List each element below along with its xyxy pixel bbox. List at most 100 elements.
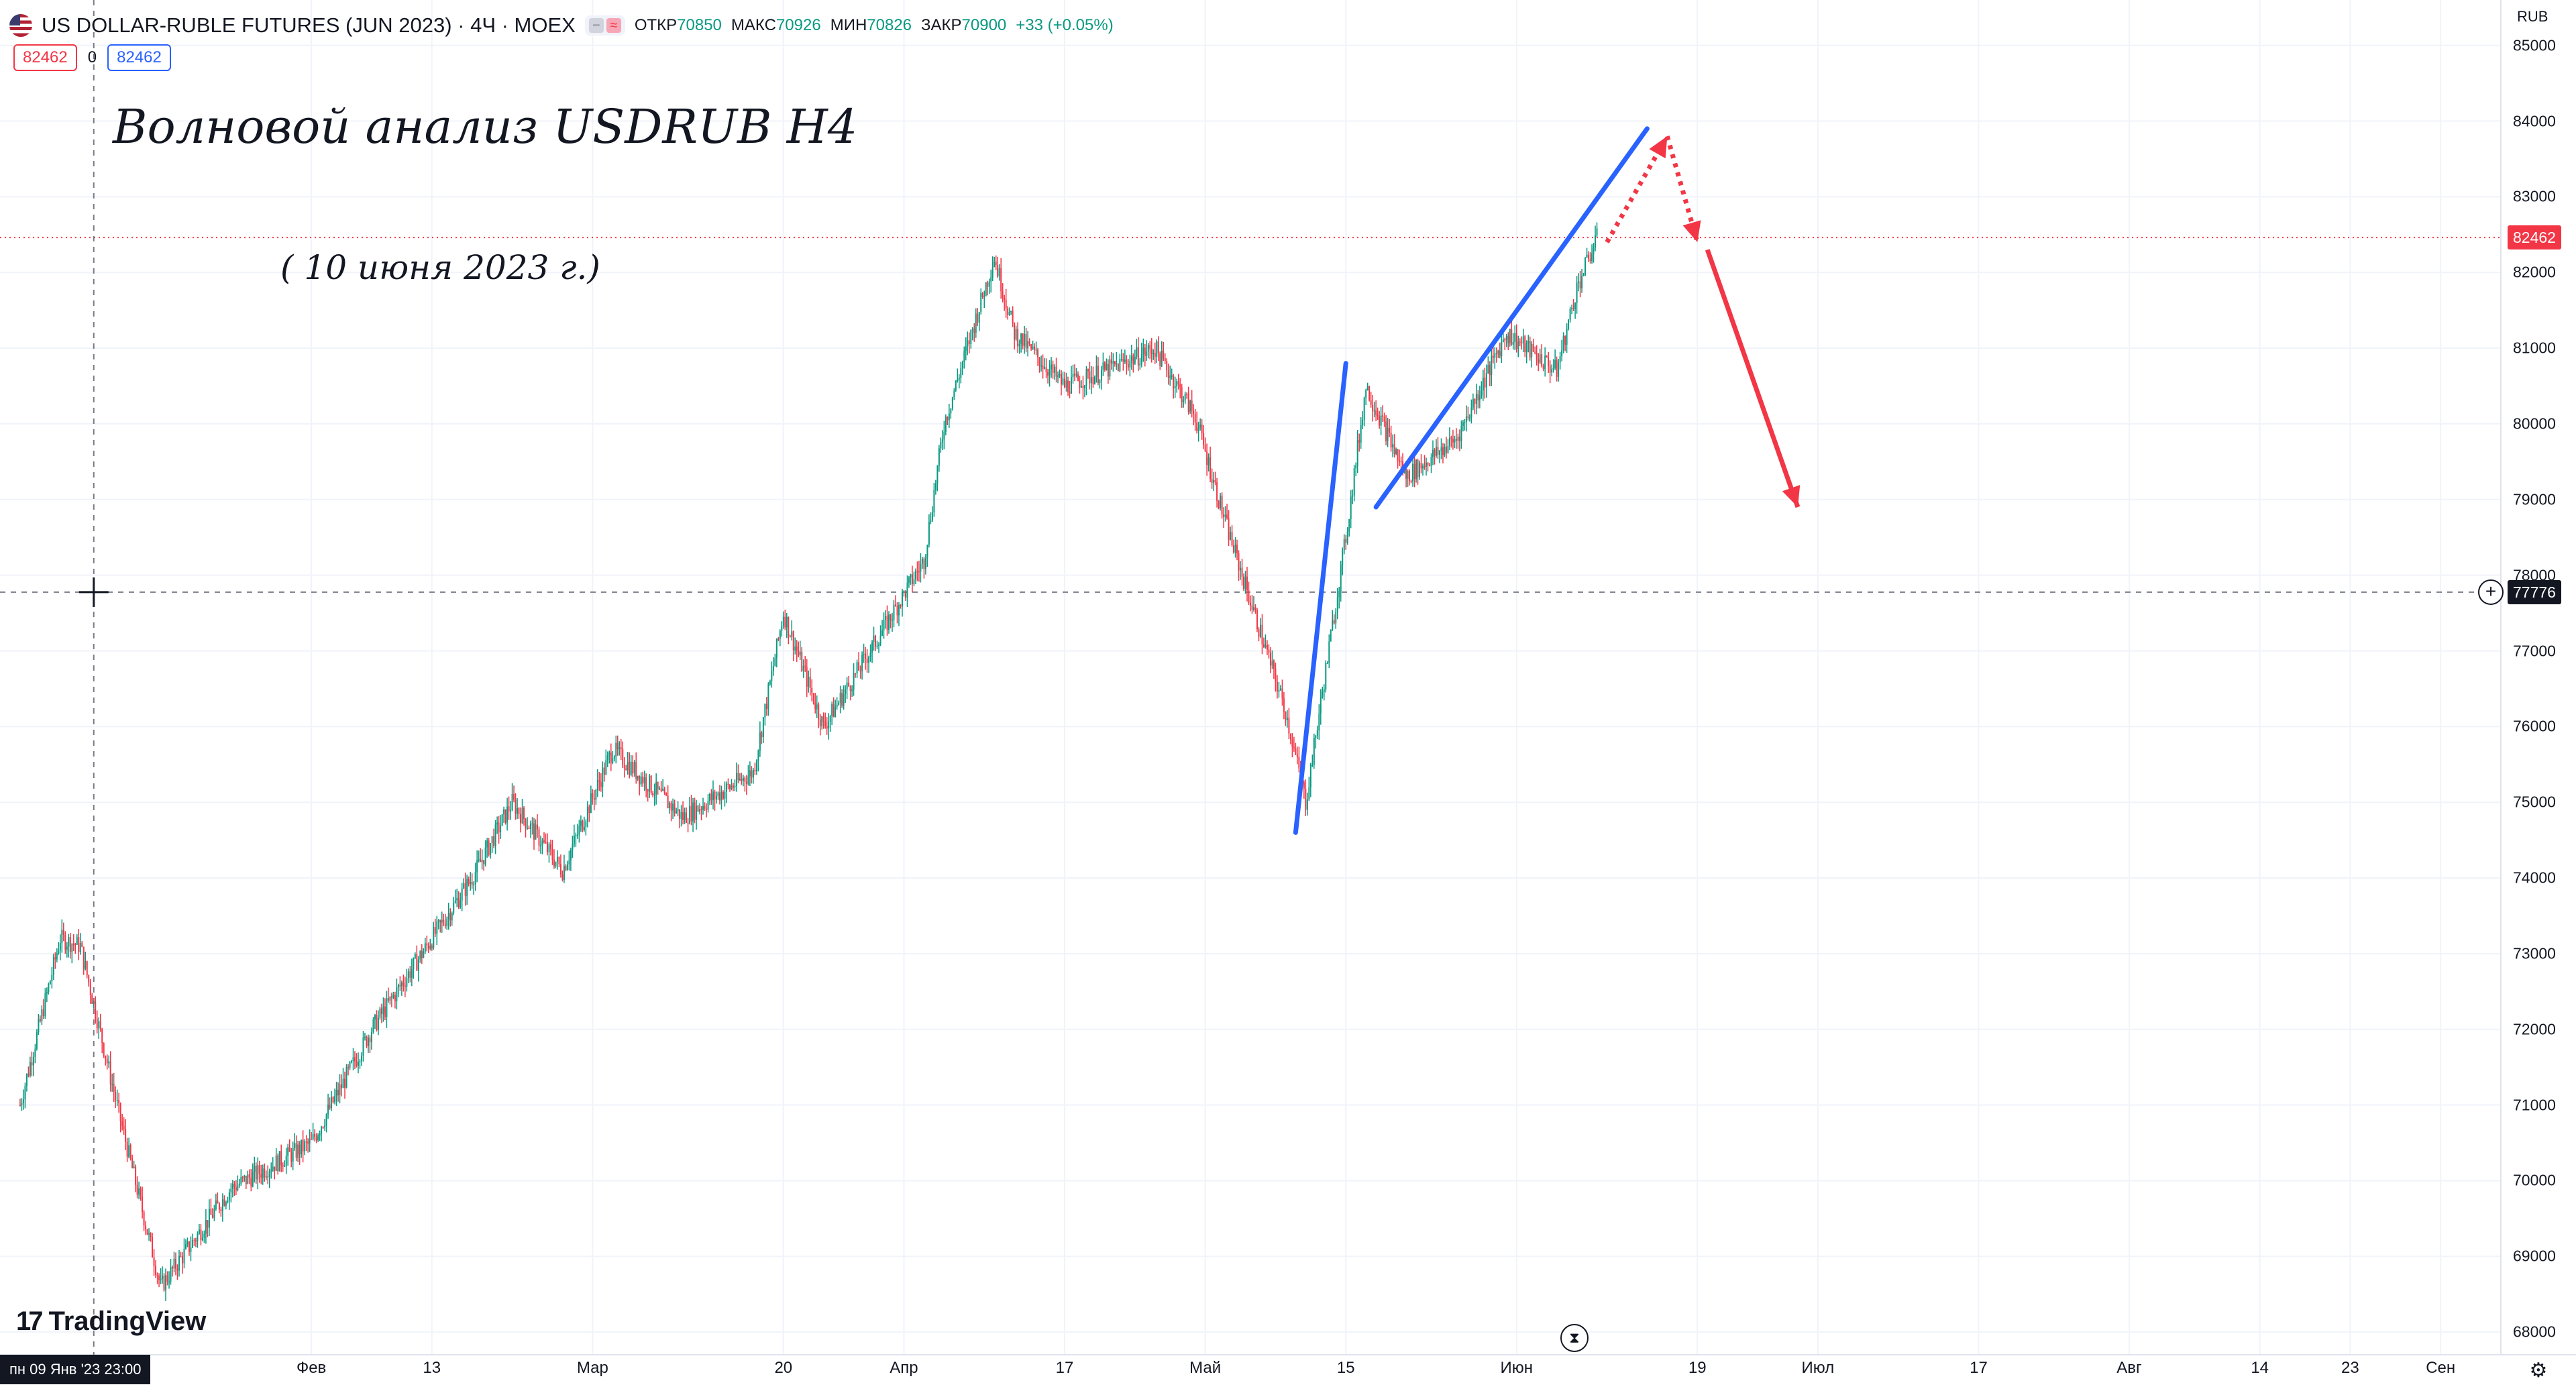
ohlc-values: ОТКР70850 МАКС70926 МИН70826 ЗАКР70900 +… [635,16,1114,35]
candle-body [1445,446,1447,453]
candle-body [1442,447,1444,455]
candle-body [1291,739,1293,747]
candle-body [166,1275,168,1282]
candle-body [158,1276,160,1280]
candle-body [357,1062,359,1066]
candle-body [1472,398,1474,408]
candle-body [61,930,63,944]
candle-body [578,826,580,835]
candle-body [525,818,527,828]
symbol-title[interactable]: US DOLLAR-RUBLE FUTURES (JUN 2023) · 4Ч … [42,13,576,37]
candle-body [652,793,654,795]
candle-body [934,484,936,490]
candle-body [775,638,777,659]
candle-body [183,1249,185,1264]
candle-body [470,881,472,884]
chart-settings-gear-icon[interactable]: ⚙ [2529,1359,2548,1382]
annotation-date[interactable]: ( 10 июня 2023 г.) [280,248,600,287]
sell-button[interactable]: 82462 [13,44,77,71]
candle-body [238,1183,240,1186]
candle-body [109,1061,111,1084]
tradingview-logo[interactable]: 17 TradingView [16,1306,206,1337]
candle-body [1095,366,1097,377]
candle-body [1045,367,1047,372]
candle-body [890,614,892,621]
candle-body [1116,363,1118,365]
candle-body [81,942,83,947]
candle-body [1532,343,1534,352]
candle-body [1424,465,1426,467]
candle-body [480,859,482,862]
price-tick-label: 79000 [2513,490,2556,508]
chart-drawings[interactable] [1293,126,1801,835]
candle-body [653,794,655,795]
candle-body [1136,347,1138,357]
candle-body [409,971,411,978]
candle-body [612,758,614,763]
annotation-title[interactable]: Волновой анализ USDRUB H4 [113,99,858,154]
candle-body [295,1143,297,1158]
candle-body [257,1165,259,1180]
time-tick-label: 17 [1970,1359,1988,1377]
candle-body [1325,663,1327,690]
candle-body [603,767,605,775]
candle-body [876,645,878,647]
candle-body [429,946,431,949]
candle-body [777,638,780,640]
candle-body [68,937,70,947]
candle-body [1166,361,1168,370]
candle-body [168,1281,170,1283]
candle-body [490,843,492,855]
minus-icon[interactable]: − [588,18,604,33]
currency-label[interactable]: RUB [2517,8,2548,25]
candle-body [892,620,894,621]
candle-body [483,860,485,864]
candle-body [625,768,627,770]
candle-body [305,1141,307,1143]
candle-body [344,1078,346,1088]
candle-body [1271,660,1273,666]
time-tick-label: 23 [2341,1359,2359,1377]
candle-body [1365,390,1367,398]
candle-body [987,282,989,287]
price-tick-label: 74000 [2513,869,2556,887]
candle-body [384,1006,386,1017]
candle-body [424,943,426,952]
candle-body [1435,447,1437,456]
candle-body [1579,281,1581,288]
candle-body [503,809,505,815]
session-timer-icon[interactable]: ⧗ [1560,1324,1589,1352]
candle-body [1092,377,1094,384]
candle-body [706,808,708,810]
candle-body [924,557,926,569]
add-alert-plus-icon[interactable]: + [2478,579,2504,605]
legend-controls[interactable]: − ≈ [584,15,625,36]
candle-body [1509,329,1511,343]
candle-body [95,1001,97,1019]
price-tick-label: 70000 [2513,1171,2556,1189]
low-label: МИН [830,16,867,34]
candle-body [515,799,517,814]
candle-body [59,943,61,951]
candle-body [133,1166,135,1168]
candle-body [936,465,938,484]
candle-body [252,1172,254,1186]
candle-body [913,579,915,585]
candle-body [533,823,535,840]
candle-body [1569,309,1571,320]
candle-body [941,439,943,443]
candle-body [116,1100,118,1101]
buy-button[interactable]: 82462 [107,44,171,71]
candle-body [34,1048,36,1057]
approx-icon[interactable]: ≈ [606,18,621,33]
candle-body [1413,463,1415,480]
candle-body [1042,366,1044,369]
candle-body [669,803,671,809]
candle-body [1028,341,1030,345]
candle-body [1259,624,1261,637]
candle-body [722,792,724,799]
candle-body [301,1139,303,1155]
candle-body [928,522,930,545]
candle-body [307,1141,309,1144]
